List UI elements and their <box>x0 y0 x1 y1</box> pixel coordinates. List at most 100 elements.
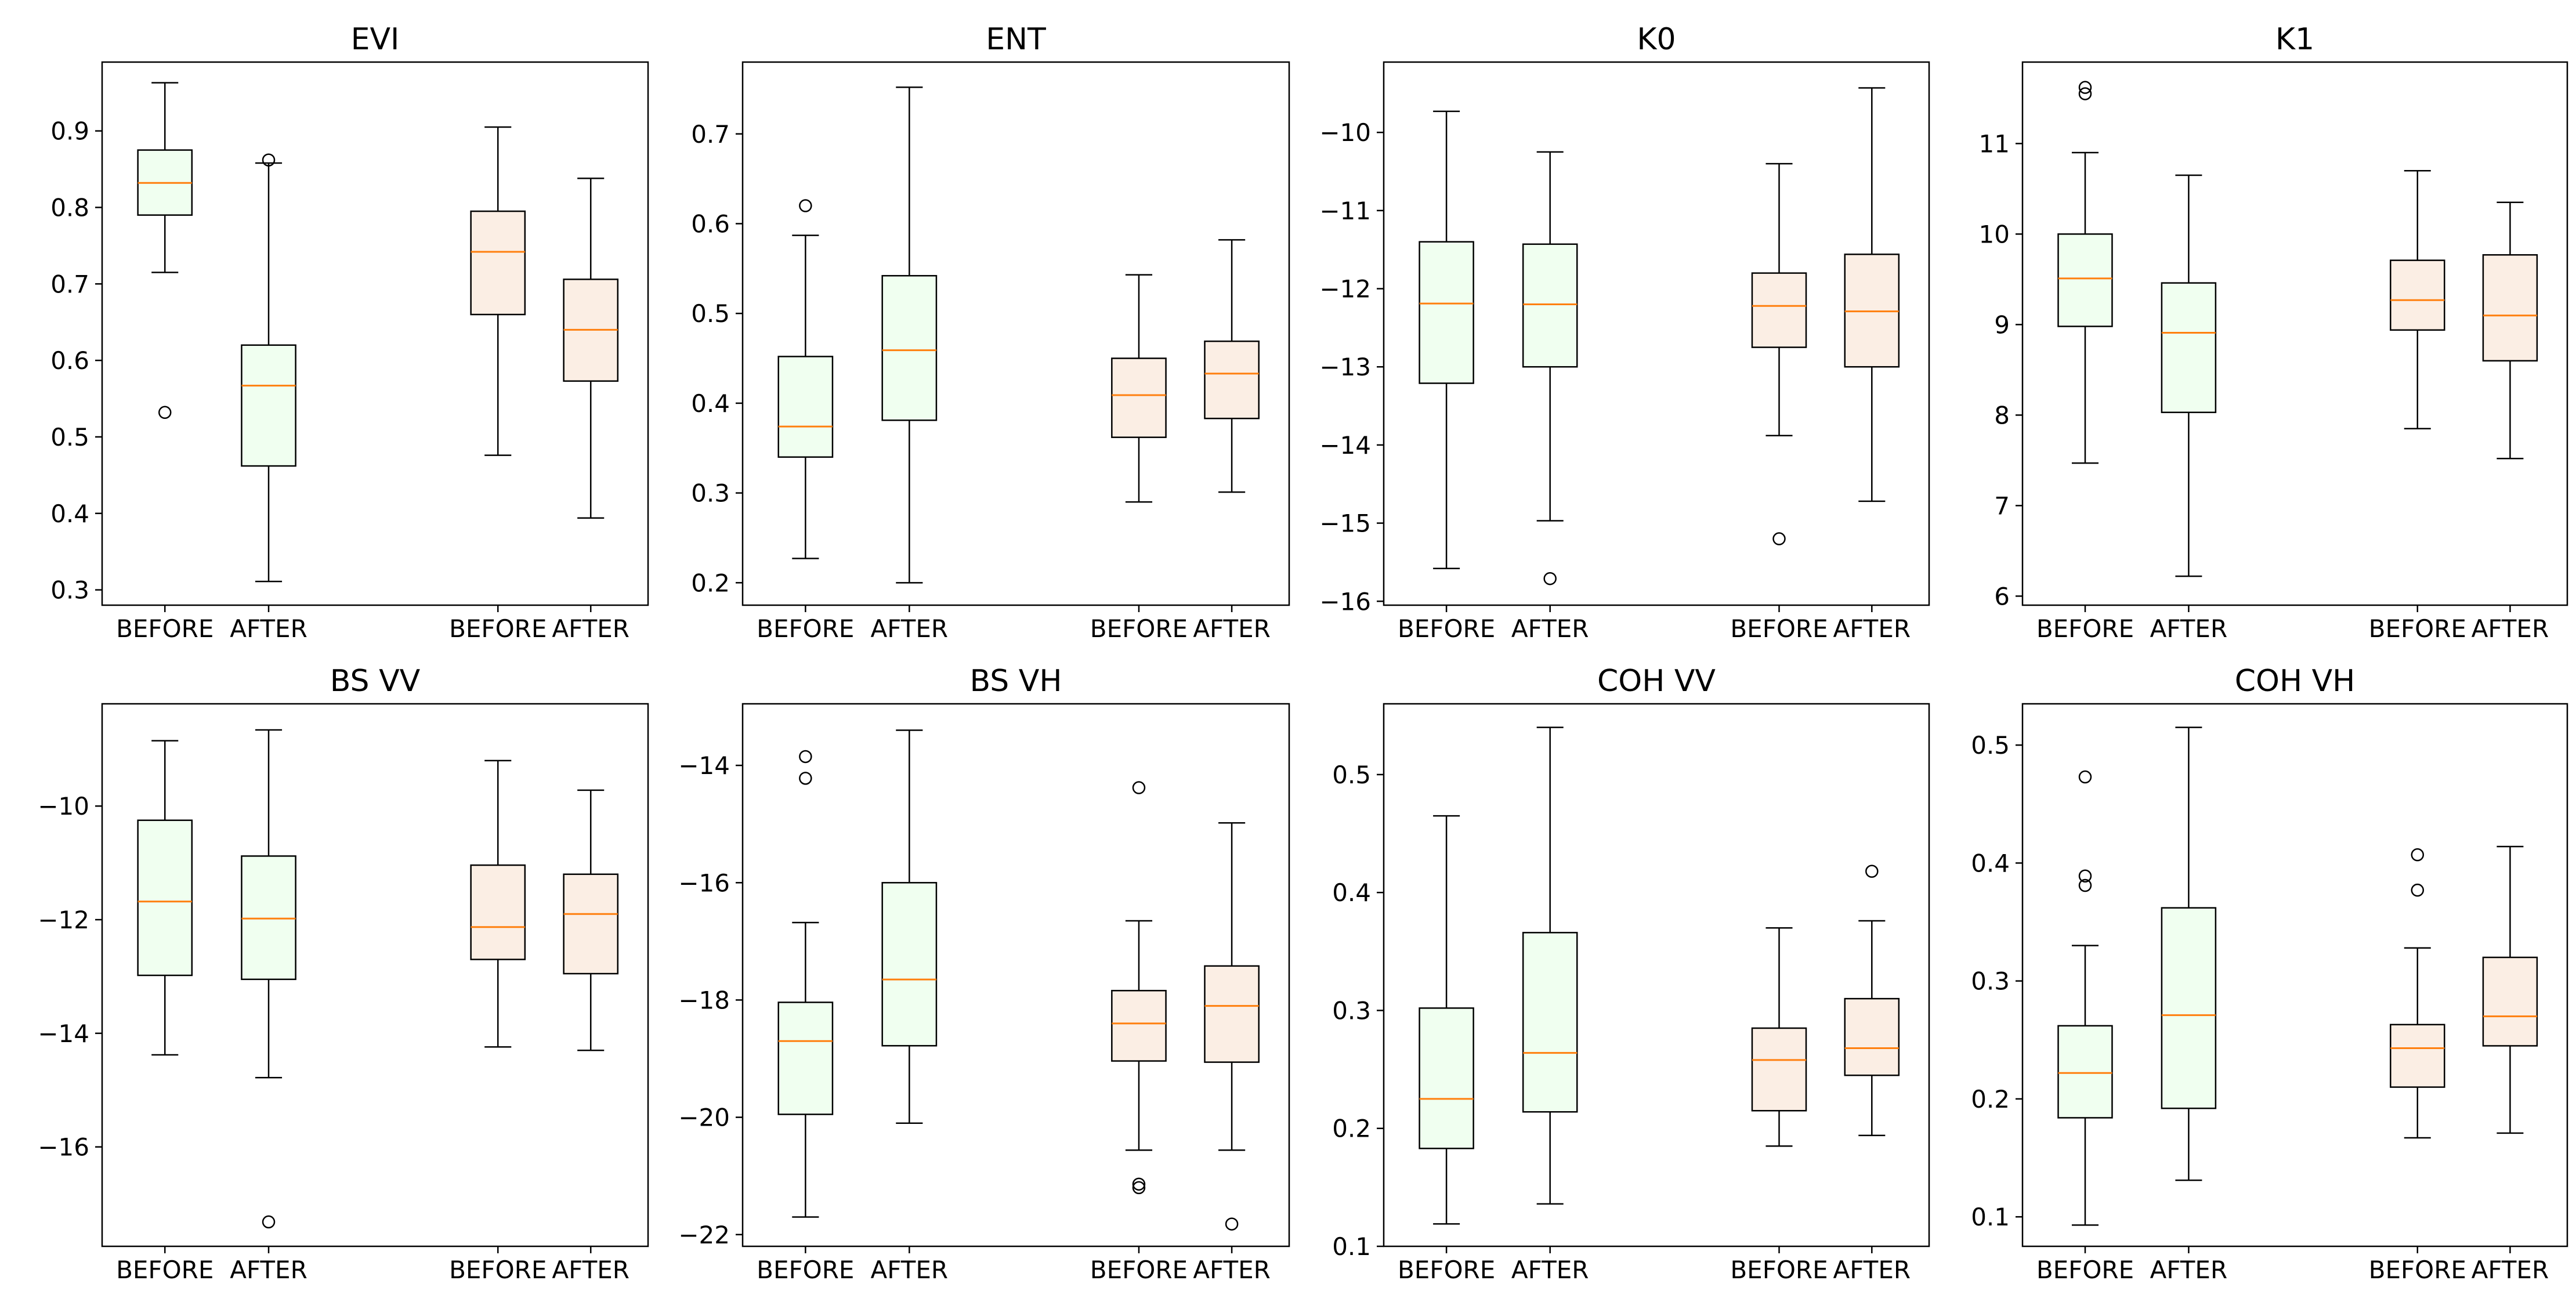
box-body <box>2161 907 2217 1109</box>
outlier-point <box>1225 1217 1239 1231</box>
outlier-point <box>262 153 276 167</box>
x-tick-label: BEFORE <box>757 1256 854 1284</box>
x-tick-label: BEFORE <box>757 614 854 643</box>
box-body <box>1751 1027 1807 1112</box>
y-tick-label: 0.6 <box>691 209 730 238</box>
y-tick-label: −14 <box>678 751 730 780</box>
y-tick-label: 0.5 <box>50 423 89 451</box>
panel-title: BS VH <box>970 664 1062 699</box>
box-3 <box>1111 274 1167 503</box>
box-1 <box>777 750 834 1218</box>
y-tick-label: −22 <box>678 1221 730 1249</box>
x-tick-label: AFTER <box>1511 614 1589 643</box>
panel-title: BS VV <box>330 664 421 699</box>
box-3 <box>470 126 526 456</box>
x-tick-label: BEFORE <box>116 614 214 643</box>
box-body <box>470 864 526 960</box>
box-3 <box>2390 169 2445 430</box>
box-4 <box>563 178 619 519</box>
box-body <box>2390 1024 2445 1088</box>
panel-title: K0 <box>1637 22 1676 57</box>
x-tick-label: BEFORE <box>1090 1256 1188 1284</box>
outlier-point <box>1132 1177 1146 1191</box>
box-2 <box>881 729 938 1124</box>
box-body <box>1204 340 1260 420</box>
box-body <box>241 344 296 467</box>
y-tick-label: 0.4 <box>691 389 730 418</box>
box-body <box>1844 997 1900 1076</box>
x-tick-label: AFTER <box>871 1256 949 1284</box>
x-tick-label: BEFORE <box>116 1256 214 1284</box>
x-tick-label: AFTER <box>552 614 629 643</box>
box-body <box>2482 956 2538 1047</box>
box-3 <box>1751 162 1807 545</box>
y-tick-label: −13 <box>1319 353 1371 381</box>
box-body <box>1522 932 1578 1113</box>
box-2 <box>881 86 938 584</box>
box-body <box>563 873 619 975</box>
x-tick-label: AFTER <box>1511 1256 1589 1284</box>
y-tick-label: 0.3 <box>691 479 730 508</box>
x-tick-label: BEFORE <box>449 1256 547 1284</box>
x-tick-label: BEFORE <box>2369 1256 2466 1284</box>
panel-title: EVI <box>351 22 400 57</box>
outlier-point <box>2411 883 2425 897</box>
box-3 <box>2390 848 2445 1139</box>
outlier-point <box>2078 87 2092 100</box>
y-tick-label: 0.3 <box>1332 996 1371 1025</box>
box-body <box>2482 254 2538 362</box>
box-body <box>1419 241 1474 384</box>
y-tick-label: −10 <box>1319 118 1371 147</box>
x-tick-label: BEFORE <box>2369 614 2466 643</box>
y-tick-label: 0.4 <box>1971 849 2010 877</box>
y-tick-label: 10 <box>1979 220 2010 248</box>
y-tick-label: −14 <box>1319 431 1371 460</box>
axes-frame <box>1383 61 1930 606</box>
y-tick-label: −16 <box>38 1133 89 1162</box>
box-1 <box>1419 815 1474 1225</box>
box-2 <box>241 153 296 583</box>
outlier-point <box>1543 572 1557 585</box>
x-tick-label: BEFORE <box>449 614 547 643</box>
x-tick-label: AFTER <box>1193 614 1271 643</box>
y-tick-label: 8 <box>1994 401 2010 429</box>
panel-title: ENT <box>986 22 1046 57</box>
y-tick-label: −15 <box>1319 509 1371 538</box>
box-body <box>2057 233 2113 327</box>
x-tick-label: BEFORE <box>1398 614 1495 643</box>
y-tick-label: 0.7 <box>691 120 730 149</box>
box-body <box>1419 1007 1474 1149</box>
outlier-point <box>1772 532 1786 545</box>
x-tick-label: AFTER <box>230 1256 307 1284</box>
axes-frame <box>101 61 649 606</box>
box-4 <box>1204 239 1260 493</box>
x-tick-label: AFTER <box>2472 614 2549 643</box>
box-body <box>881 882 938 1047</box>
box-4 <box>563 789 619 1051</box>
outlier-point <box>799 199 812 212</box>
y-tick-label: −14 <box>38 1019 89 1048</box>
box-body <box>1204 965 1260 1063</box>
axes-frame <box>2021 61 2568 606</box>
box-1 <box>137 740 193 1056</box>
y-tick-label: 9 <box>1994 310 2010 339</box>
y-tick-label: 0.1 <box>1971 1203 2010 1231</box>
box-body <box>777 1001 834 1115</box>
y-tick-label: 11 <box>1979 129 2010 158</box>
x-tick-label: BEFORE <box>2036 614 2134 643</box>
y-tick-label: 0.3 <box>50 576 89 605</box>
box-body <box>137 819 193 977</box>
box-body <box>1111 990 1167 1062</box>
box-1 <box>2057 81 2113 464</box>
box-2 <box>2161 726 2217 1181</box>
outlier-point <box>2078 869 2092 883</box>
x-tick-label: BEFORE <box>1730 1256 1828 1284</box>
y-tick-label: −16 <box>678 869 730 897</box>
outlier-point <box>2078 770 2092 784</box>
outlier-point <box>262 1215 276 1229</box>
